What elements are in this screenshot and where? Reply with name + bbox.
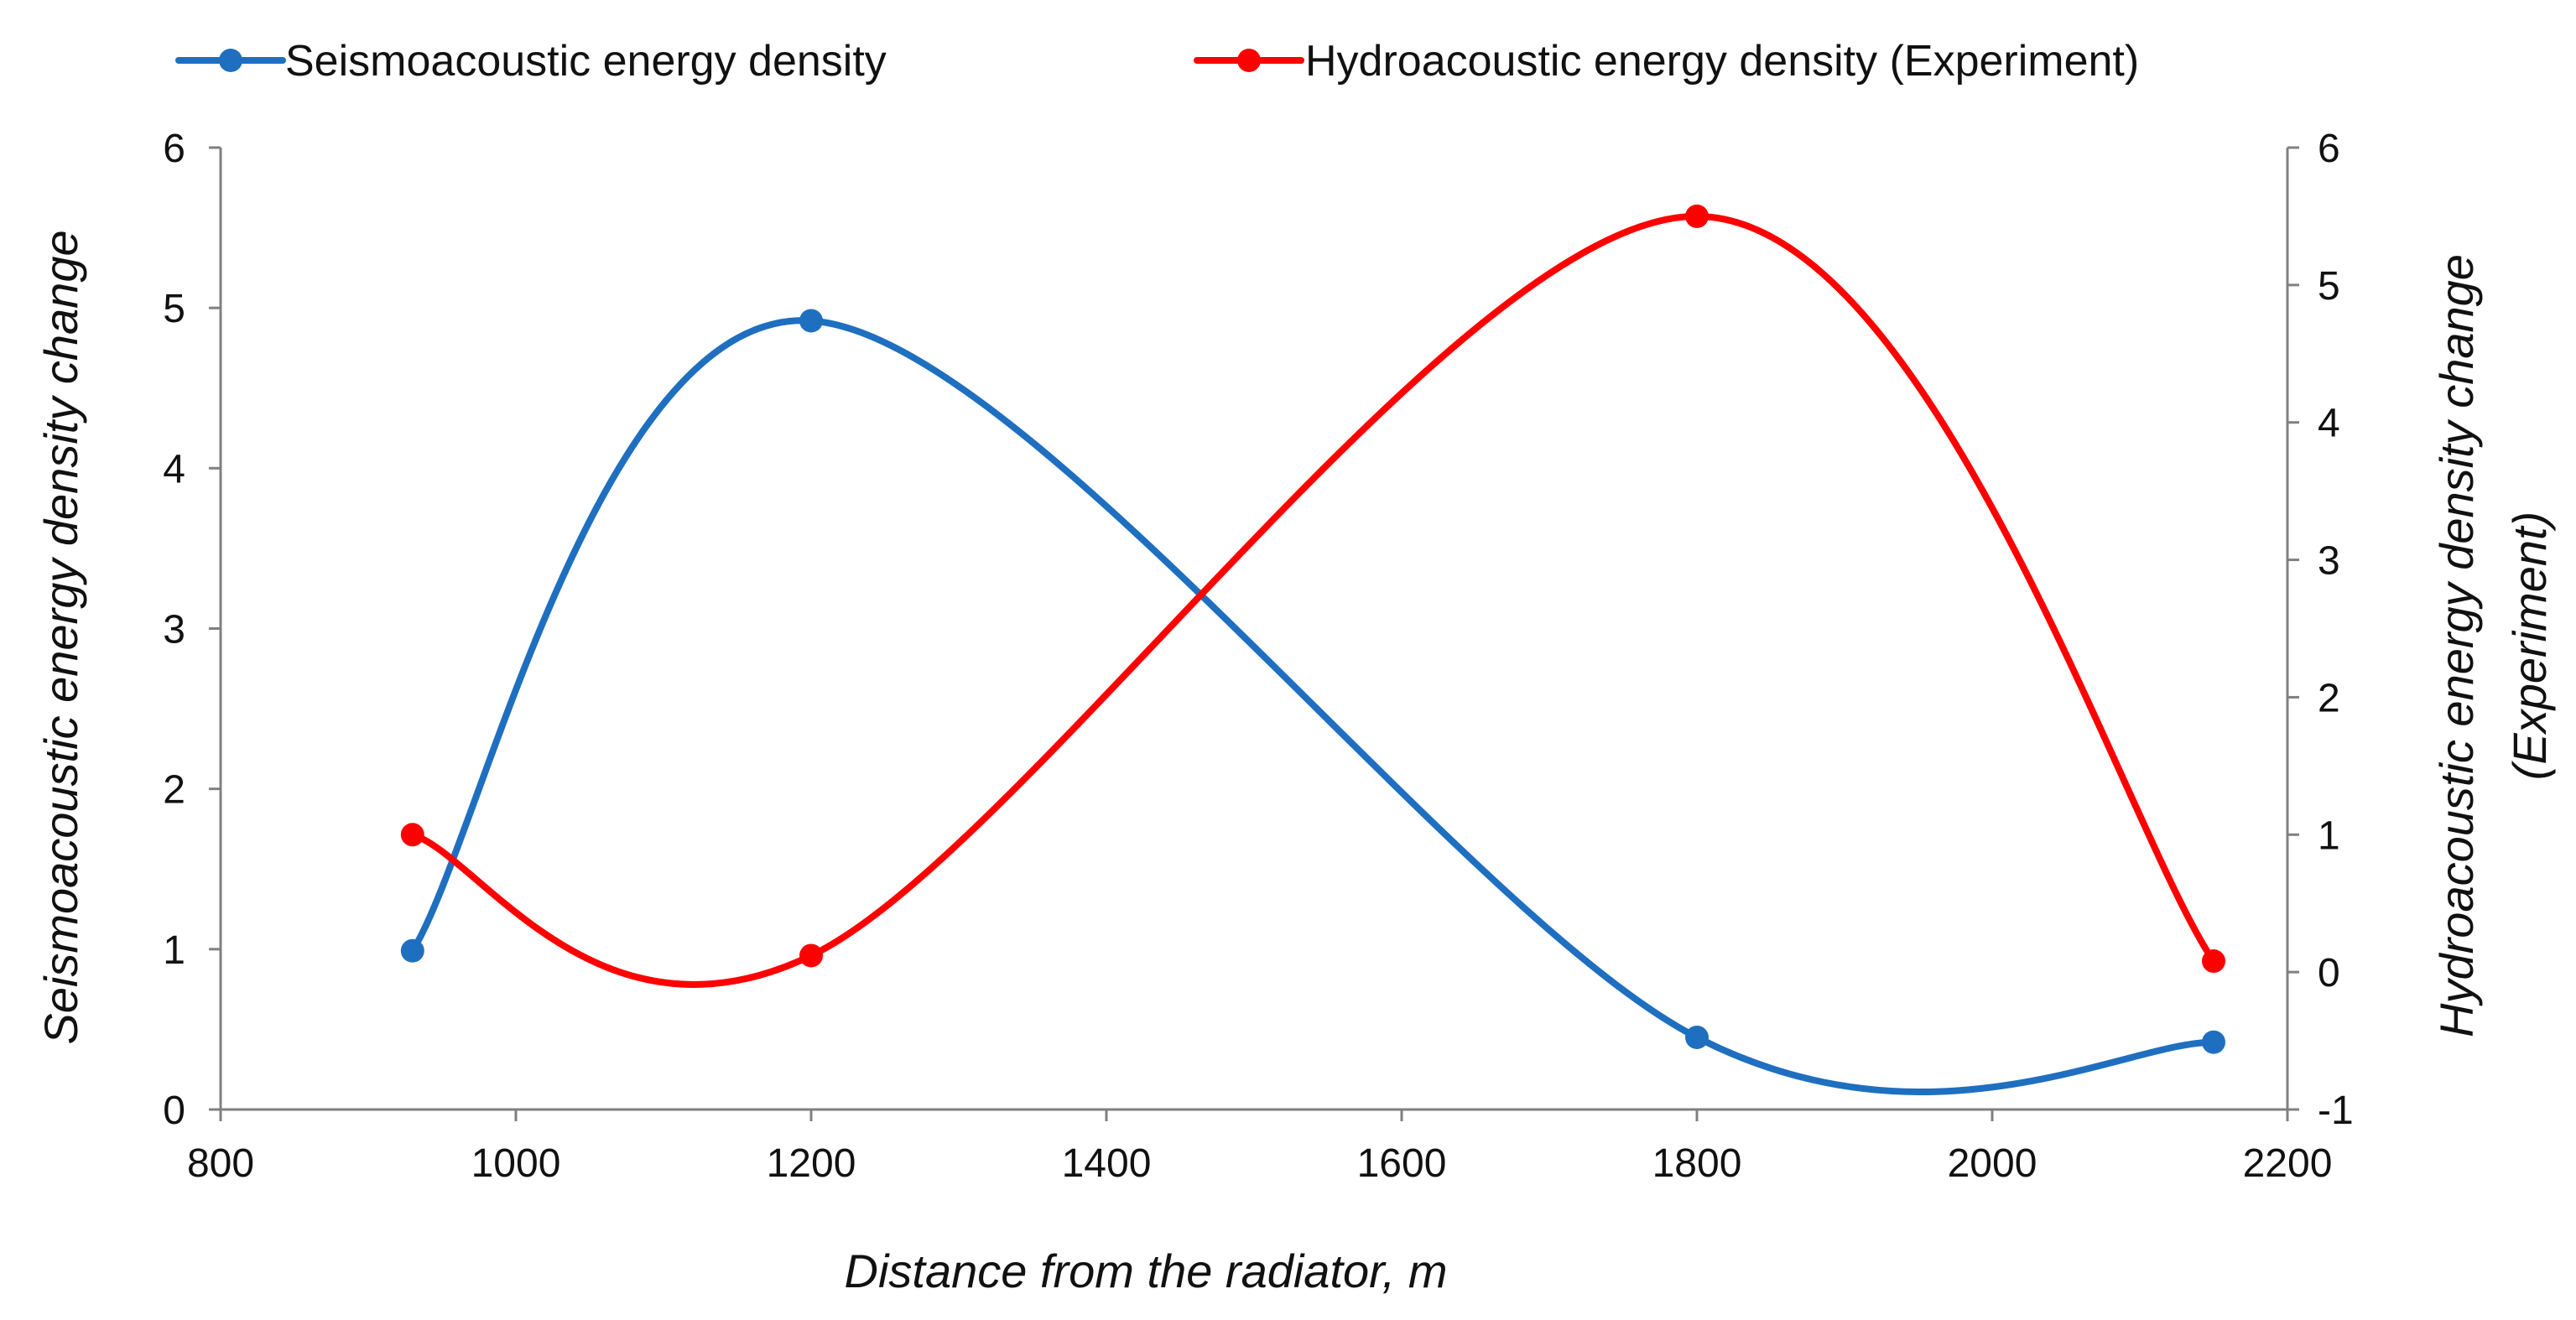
y-right-tick-label: 3 — [2318, 539, 2340, 584]
y-right-ticks: -1 0 1 2 3 4 5 6 — [2287, 127, 2354, 1133]
data-point — [799, 943, 823, 968]
y-left-tick-label: 1 — [163, 928, 185, 973]
y-left-tick-label: 6 — [163, 127, 185, 171]
y-right-axis-title-line2: (Experiment) — [2503, 512, 2556, 781]
y-right-tick-label: 2 — [2318, 676, 2340, 720]
series-line — [409, 317, 2217, 1095]
y-left-tick-label: 5 — [163, 287, 185, 331]
x-tick-label: 2200 — [2243, 1141, 2333, 1186]
y-left-tick-label: 2 — [163, 768, 185, 813]
y-left-tick-label: 3 — [163, 608, 185, 652]
x-tick-label: 1000 — [471, 1141, 561, 1186]
x-tick-label: 1800 — [1652, 1141, 1742, 1186]
x-tick-label: 1600 — [1357, 1141, 1447, 1186]
y-left-ticks: 0 1 2 3 4 5 6 — [163, 127, 221, 1133]
data-point — [799, 309, 823, 333]
y-right-axis-title-line1: Hydroacoustic energy density change — [2430, 254, 2483, 1037]
legend-marker-hydro — [1237, 49, 1261, 72]
x-tick-label: 2000 — [1948, 1141, 2037, 1186]
y-left-axis-title: Seismoacoustic energy density change — [34, 230, 87, 1044]
legend-label-hydro: Hydroacoustic energy density (Experiment… — [1305, 37, 2139, 86]
legend-item-hydro: Hydroacoustic energy density (Experiment… — [1194, 37, 2139, 86]
y-right-tick-label: 1 — [2318, 813, 2340, 858]
y-right-tick-label: -1 — [2318, 1089, 2354, 1133]
y-right-tick-label: 6 — [2318, 127, 2340, 171]
legend-marker-seismo — [219, 49, 242, 72]
x-axis-title: Distance from the radiator, m — [845, 1245, 1448, 1297]
data-point — [2202, 1030, 2225, 1054]
y-right-tick-label: 4 — [2318, 402, 2340, 446]
series-hydro — [400, 204, 2225, 988]
legend: Seismoacoustic energy density Hydroacous… — [175, 37, 2139, 86]
y-left-tick-label: 0 — [163, 1089, 185, 1133]
x-tick-label: 1200 — [767, 1141, 856, 1186]
x-tick-label: 800 — [187, 1141, 254, 1186]
series-layer — [400, 204, 2225, 1095]
y-right-tick-label: 0 — [2318, 951, 2340, 995]
legend-item-seismo: Seismoacoustic energy density — [175, 37, 887, 86]
data-point — [1685, 1025, 1709, 1049]
legend-label-seismo: Seismoacoustic energy density — [285, 37, 887, 86]
data-point — [400, 938, 424, 963]
y-left-tick-label: 4 — [163, 447, 185, 491]
y-right-tick-label: 5 — [2318, 264, 2340, 309]
series-line — [409, 212, 2217, 988]
x-ticks: 800 1000 1200 1400 1600 1800 2000 2200 — [187, 1110, 2332, 1186]
series-seismo — [400, 309, 2225, 1095]
x-tick-label: 1400 — [1062, 1141, 1152, 1186]
data-point — [400, 823, 424, 847]
data-point — [2202, 949, 2225, 974]
data-point — [1685, 204, 1709, 228]
